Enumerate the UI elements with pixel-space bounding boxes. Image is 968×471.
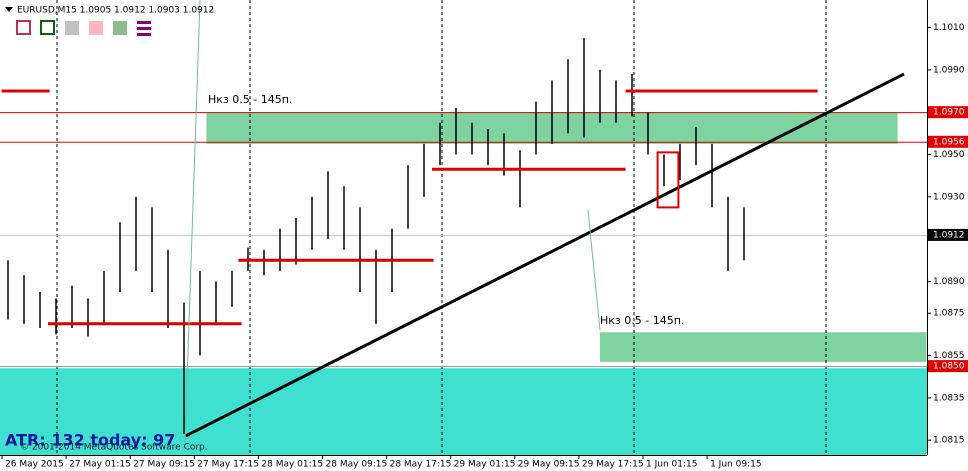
menu-arrow[interactable] — [5, 7, 13, 12]
legend-box[interactable] — [40, 20, 55, 35]
tick-highlight — [928, 360, 968, 373]
x-tick-label: 27 May 01:15 — [69, 460, 131, 470]
y-tick-label: 1.0950 — [933, 150, 965, 160]
legend-box[interactable] — [89, 21, 103, 35]
y-tick-label: 1.0835 — [933, 393, 965, 403]
zone — [0, 368, 927, 455]
y-tick-label: 1.0850 — [933, 362, 965, 372]
x-tick-label: 28 May 01:15 — [261, 460, 323, 470]
y-tick-label: 1.1010 — [933, 23, 965, 33]
legend-box[interactable] — [113, 21, 127, 35]
legend-box[interactable] — [16, 20, 31, 35]
y-tick-label: 1.0855 — [933, 351, 965, 361]
y-tick-label: 1.0956 — [933, 137, 965, 147]
x-tick-label: 28 May 17:15 — [390, 460, 452, 470]
y-tick-label: 1.0875 — [933, 309, 965, 319]
x-tick-label: 27 May 17:15 — [197, 460, 259, 470]
x-tick-label: 26 May 2015 — [5, 460, 64, 470]
annotation: Нкз 0.5 - 145п. — [600, 314, 684, 327]
y-tick-label: 1.0990 — [933, 65, 965, 75]
y-tick-label: 1.0970 — [933, 108, 965, 118]
zone — [600, 332, 927, 362]
x-tick-label: 1 Jun 01:15 — [646, 460, 697, 470]
plot — [0, 0, 927, 455]
trendline — [184, 72, 905, 438]
x-tick-label: 29 May 09:15 — [518, 460, 580, 470]
annotation: Нкз 0.5 - 145п. — [208, 93, 292, 106]
y-tick-label: 1.0815 — [933, 436, 965, 446]
tick-highlight — [928, 106, 968, 119]
y-tick-label: 1.0912 — [933, 230, 965, 240]
connector — [184, 0, 201, 441]
copyright: © 2001-2014 MetaQuotes Software Corp. — [20, 443, 208, 453]
x-tick-label: 29 May 01:15 — [454, 460, 516, 470]
x-tick-label: 27 May 09:15 — [133, 460, 195, 470]
connector — [587, 209, 601, 331]
legend-icon[interactable] — [137, 21, 151, 36]
y-tick-label: 1.0890 — [933, 277, 965, 287]
tick-highlight — [928, 135, 968, 148]
atr-label: ATR: 132 today: 97 — [5, 431, 175, 450]
x-tick-label: 28 May 09:15 — [326, 460, 388, 470]
chart-title: EURUSD,M15 1.0905 1.0912 1.0903 1.0912 — [17, 6, 214, 16]
legend-box[interactable] — [65, 21, 79, 35]
x-tick-label: 1 Jun 09:15 — [710, 460, 761, 470]
y-tick-label: 1.0930 — [933, 192, 965, 202]
highlight-box — [656, 151, 680, 209]
tick-highlight — [928, 228, 968, 241]
x-tick-label: 29 May 17:15 — [582, 460, 644, 470]
